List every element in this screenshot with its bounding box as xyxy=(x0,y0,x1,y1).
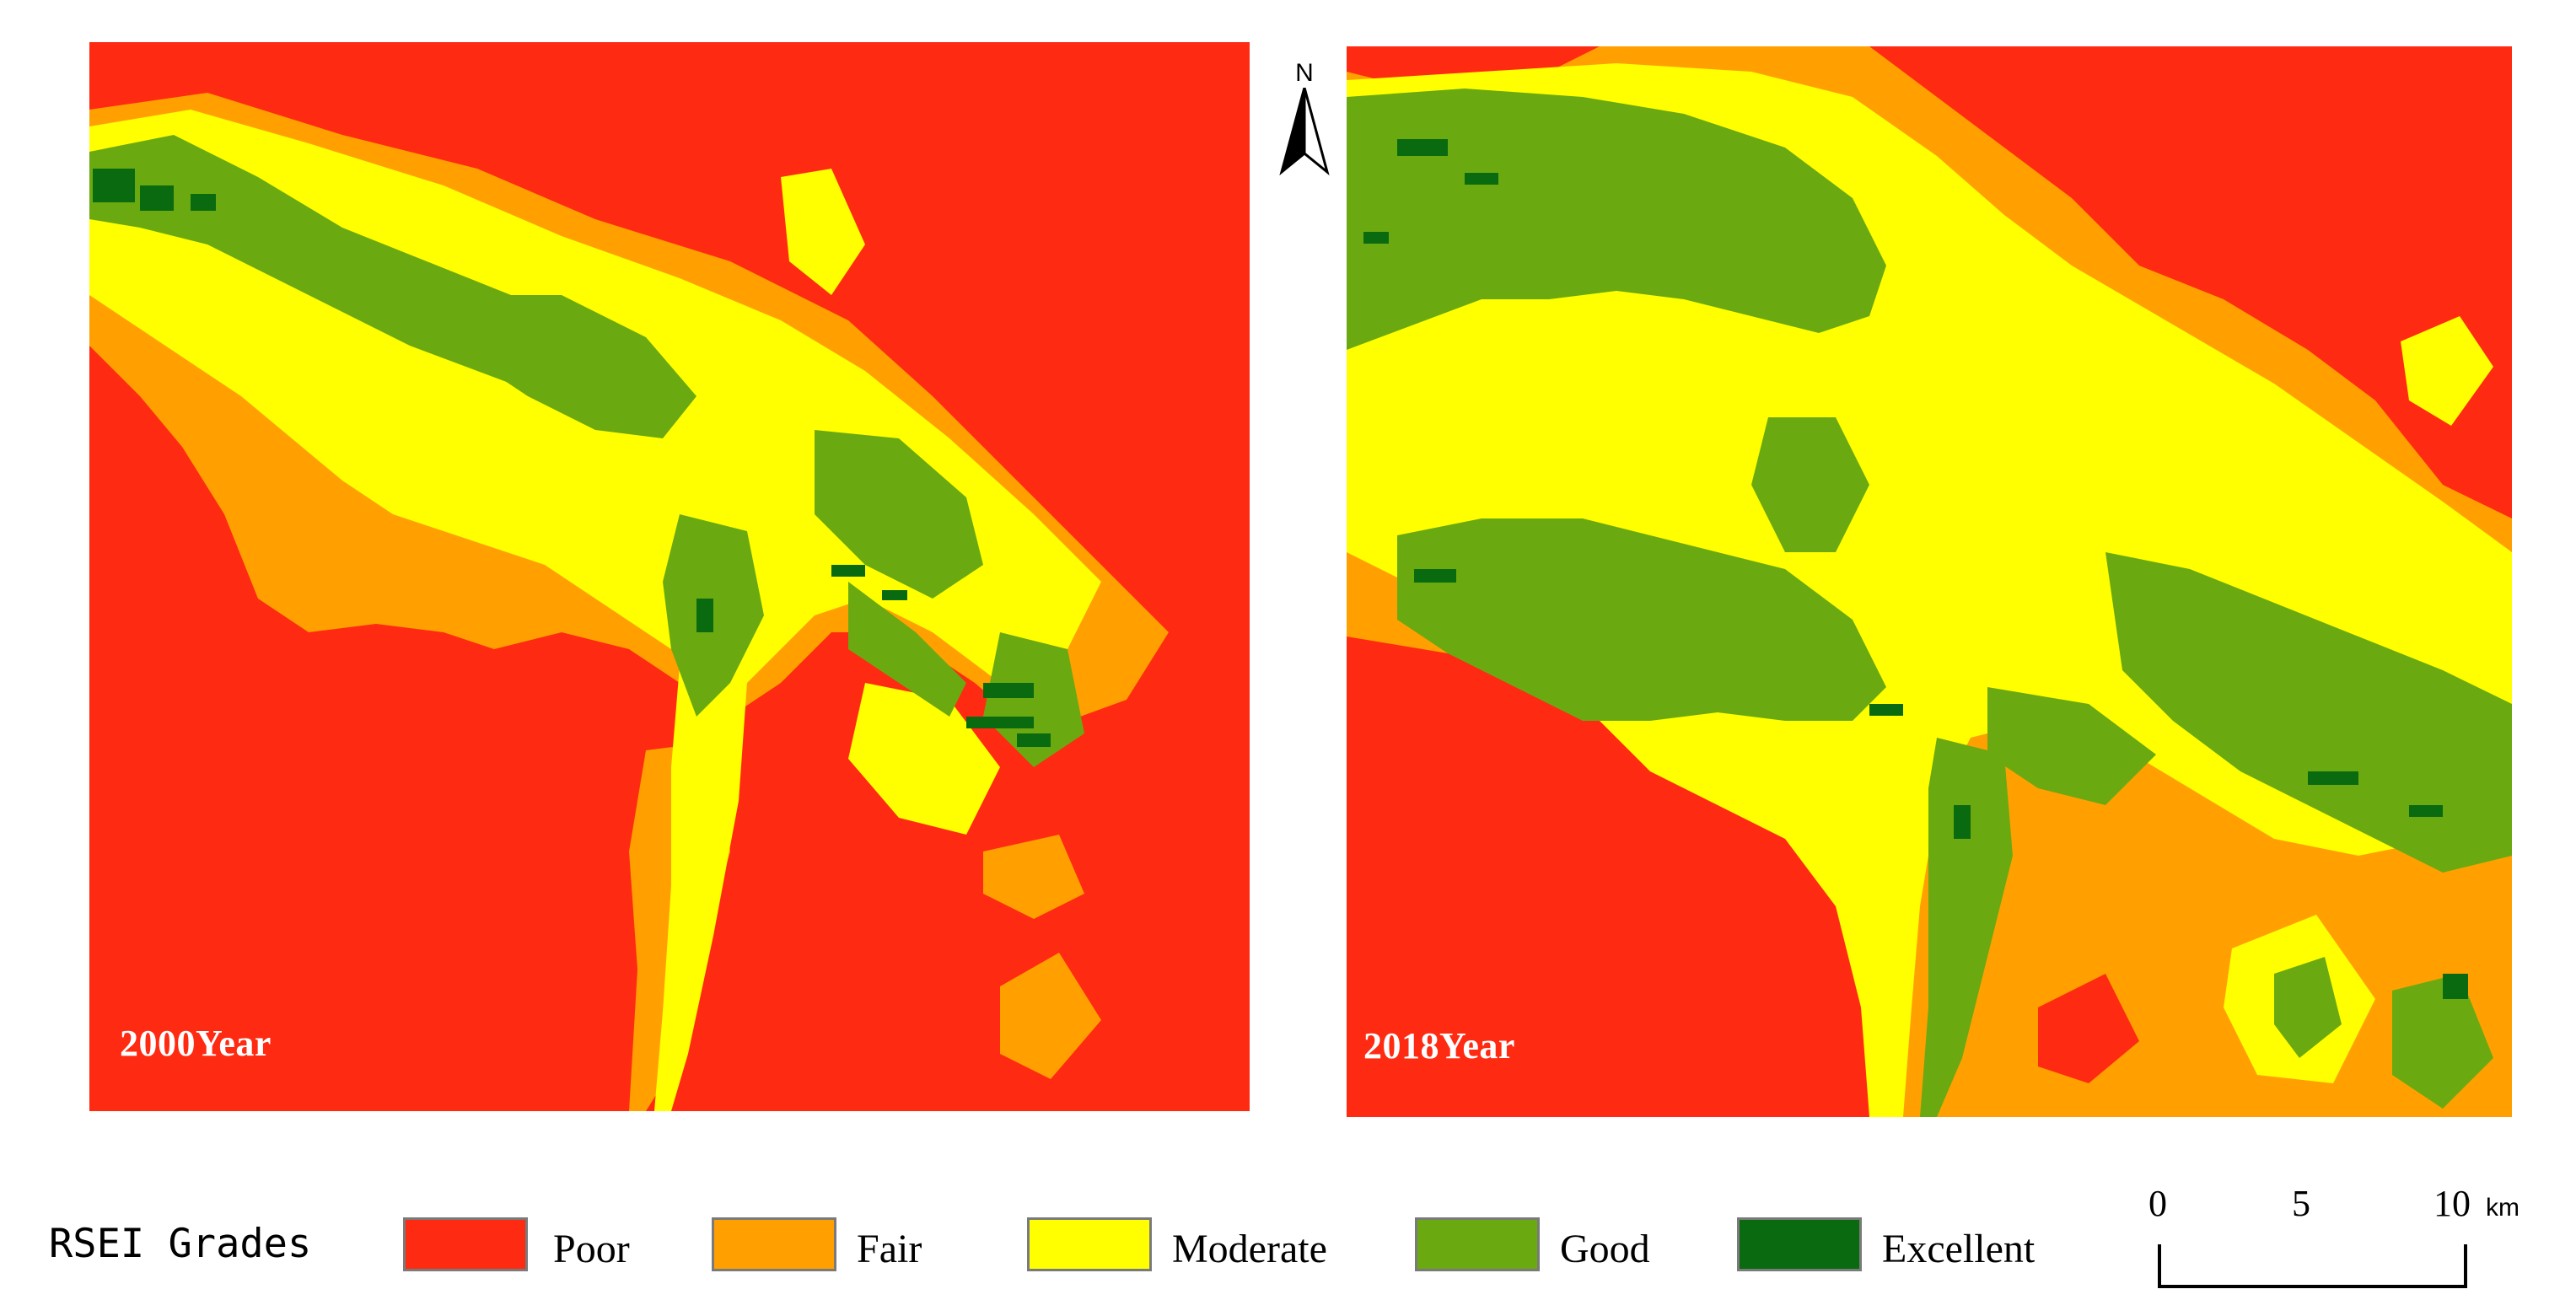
legend-title: RSEI Grades xyxy=(49,1221,312,1267)
legend-item-poor: Poor xyxy=(403,1214,690,1273)
scale-bar-line xyxy=(2158,1244,2467,1288)
legend-label-moderate: Moderate xyxy=(1172,1227,1327,1271)
rsei-map-2000 xyxy=(89,42,1250,1111)
legend-item-fair: Fair xyxy=(712,1214,965,1273)
legend-item-moderate: Moderate xyxy=(1027,1214,1398,1273)
scale-bar: 0 5 10 km xyxy=(2148,1182,2553,1292)
legend-item-excellent: Excellent xyxy=(1737,1214,2091,1273)
excellent-areas xyxy=(1363,139,2468,999)
north-letter: N xyxy=(1295,59,1314,87)
year-label-2018: 2018Year xyxy=(1363,1025,1515,1066)
legend-swatch-moderate xyxy=(1027,1217,1152,1271)
rsei-map-2018 xyxy=(1347,46,2512,1117)
map-2018: 2018Year xyxy=(1347,46,2512,1117)
legend-item-good: Good xyxy=(1415,1214,1718,1273)
scale-tick-5: 5 xyxy=(2292,1183,2310,1224)
legend-label-poor: Poor xyxy=(553,1227,630,1271)
legend-swatch-good xyxy=(1415,1217,1540,1271)
legend: RSEI Grades Poor Fair Moderate Good Exce… xyxy=(49,1206,2089,1281)
scale-unit: km xyxy=(2486,1194,2520,1222)
legend-swatch-excellent xyxy=(1737,1217,1862,1271)
north-arrow-icon xyxy=(1279,88,1330,176)
good-areas xyxy=(89,135,1084,767)
north-arrow: N xyxy=(1278,59,1331,177)
poor-areas xyxy=(1347,46,2512,1117)
legend-label-excellent: Excellent xyxy=(1882,1227,2036,1271)
excellent-areas xyxy=(93,169,1051,747)
scale-tick-10: 10 xyxy=(2433,1183,2471,1224)
legend-label-fair: Fair xyxy=(857,1227,922,1271)
scale-tick-0: 0 xyxy=(2148,1183,2167,1224)
legend-swatch-fair xyxy=(712,1217,836,1271)
legend-label-good: Good xyxy=(1560,1227,1650,1271)
year-label-2000: 2000Year xyxy=(120,1023,272,1064)
good-areas xyxy=(1347,89,2512,1117)
legend-swatch-poor xyxy=(403,1217,528,1271)
map-2000: 2000Year xyxy=(89,42,1250,1111)
